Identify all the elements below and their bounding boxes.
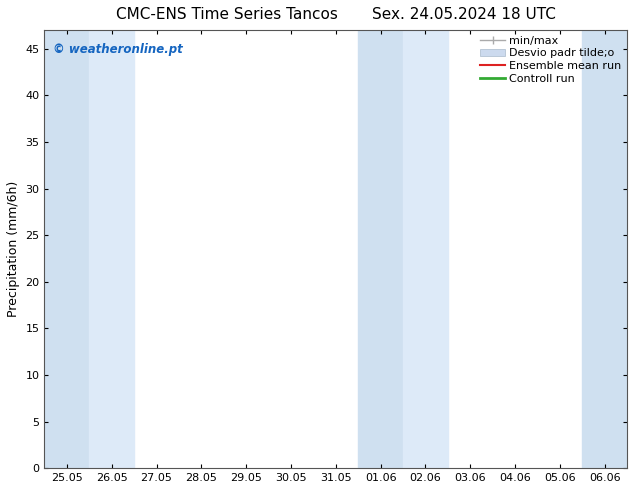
Bar [89, 30, 134, 468]
Bar [403, 30, 448, 468]
Title: CMC-ENS Time Series Tancos       Sex. 24.05.2024 18 UTC: CMC-ENS Time Series Tancos Sex. 24.05.20… [116, 7, 556, 22]
Bar [358, 30, 403, 468]
Y-axis label: Precipitation (mm/6h): Precipitation (mm/6h) [7, 181, 20, 317]
Legend: min/max, Desvio padr tilde;o, Ensemble mean run, Controll run: min/max, Desvio padr tilde;o, Ensemble m… [478, 33, 624, 86]
Bar [582, 30, 627, 468]
Bar [44, 30, 89, 468]
Text: © weatheronline.pt: © weatheronline.pt [53, 43, 183, 56]
